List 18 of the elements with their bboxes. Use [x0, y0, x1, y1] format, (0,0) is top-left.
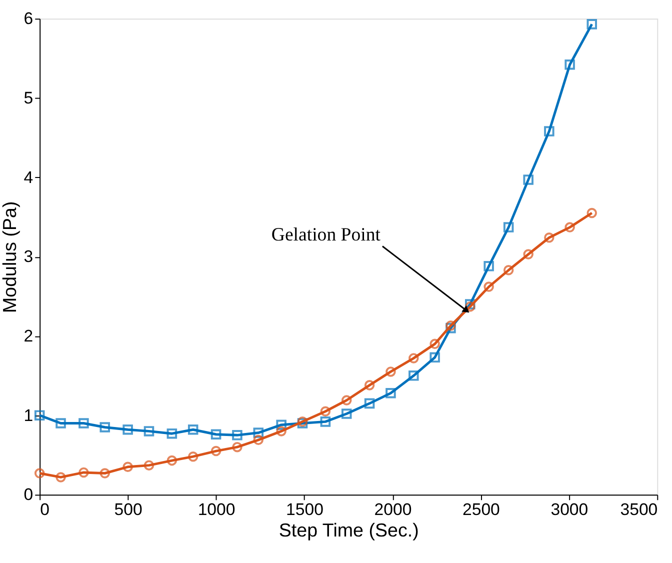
x-tick-label: 2000 [374, 500, 412, 519]
x-axis-title: Step Time (Sec.) [278, 520, 419, 541]
x-tick-label: 0 [40, 500, 50, 519]
x-tick-label: 1000 [198, 500, 236, 519]
x-tick-label: 3000 [550, 500, 588, 519]
y-tick-label: 5 [24, 88, 34, 108]
x-tick-label: 500 [114, 500, 142, 519]
y-tick-label: 6 [24, 9, 34, 28]
x-tick-label: 1500 [286, 500, 324, 519]
y-tick-label: 0 [24, 485, 34, 504]
y-tick-label: 3 [24, 247, 34, 266]
y-tick-label: 2 [24, 326, 34, 346]
y-tick-label: 1 [24, 406, 34, 425]
x-tick-label: 3500 [620, 500, 658, 519]
y-axis-title: Modulus (Pa) [0, 201, 20, 314]
y-tick-label: 4 [24, 168, 34, 187]
x-tick-label: 2500 [462, 500, 500, 519]
annotation: Gelation Point [271, 224, 382, 246]
